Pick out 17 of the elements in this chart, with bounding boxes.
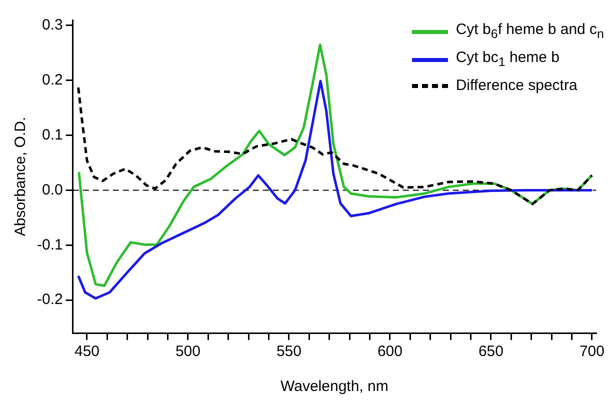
y-tick-label: 0.3 <box>42 16 63 34</box>
y-tick-label: 0.0 <box>42 181 63 198</box>
legend-label: Cyt bc$_{1}$ heme b <box>456 48 560 71</box>
x-axis-title: Wavelength, nm <box>280 378 388 396</box>
x-tick-label: 600 <box>377 343 402 360</box>
x-tick-label: 450 <box>74 343 100 360</box>
x-tick-label: 650 <box>478 343 504 360</box>
x-tick-label: 700 <box>579 343 604 360</box>
legend-label: Difference spectra <box>456 76 578 96</box>
y-tick-label: 0.1 <box>42 126 63 144</box>
y-axis-title: Absorbance, O.D. <box>12 116 30 236</box>
y-tick-label: -0.1 <box>36 236 63 254</box>
legend-label: Cyt b$_{6}$f heme b and c$_{n}$ <box>456 20 604 43</box>
x-tick-label: 550 <box>276 343 302 360</box>
y-tick-label: 0.2 <box>42 72 63 89</box>
y-tick-label: -0.2 <box>36 291 63 308</box>
x-tick-label: 500 <box>175 343 200 360</box>
